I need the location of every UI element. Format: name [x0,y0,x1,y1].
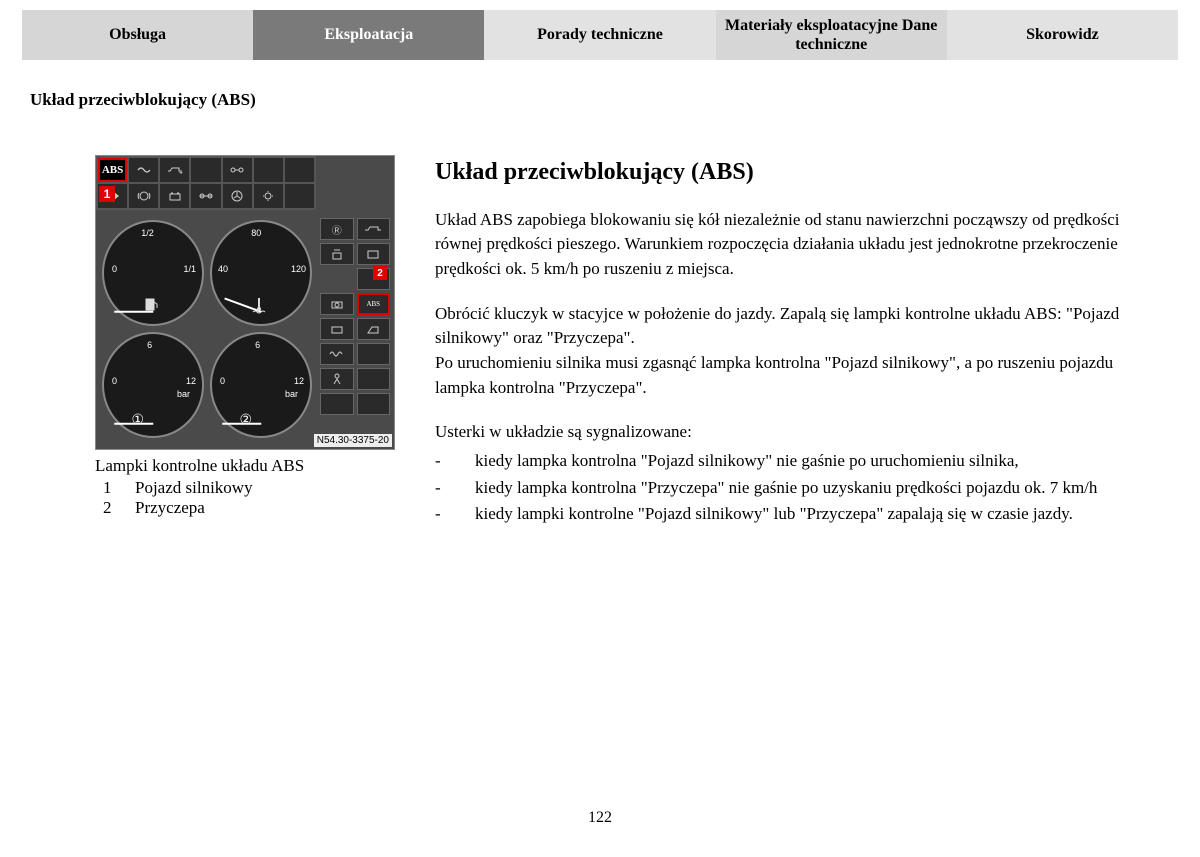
legend-item: 1 Pojazd silnikowy [95,478,395,498]
heater-coil-icon [320,343,354,365]
gauge-tick: 120 [291,264,306,274]
indicator-icon [357,343,391,365]
indicator-strip: ABS [96,156,316,210]
indicator-icon [191,158,220,182]
cab-tilt-icon [357,318,391,340]
indicator-icon [357,368,391,390]
battery-side-icon [320,318,354,340]
article-heading: Układ przeciwblokujący (ABS) [435,155,1150,190]
bullet-dash-icon: - [435,449,475,474]
gauge-unit: bar [177,389,190,399]
gauge-tick: 12 [186,376,196,386]
figure-legend: 1 Pojazd silnikowy 2 Przyczepa [95,478,395,518]
gauge-tick: 1/1 [183,264,196,274]
fault-text: kiedy lampki kontrolne "Pojazd silnikowy… [475,502,1073,527]
gauge-needle [114,423,153,425]
diff-lock-icon [223,158,252,182]
fuel-gauge: 0 1/2 1/1 [102,220,204,326]
seatbelt-icon [320,368,354,390]
camera-icon [320,293,354,315]
legend-num: 1 [95,478,135,498]
tab-materialy[interactable]: Materiały eksploatacyjne Dane techniczne [716,10,947,60]
battery-icon [160,184,189,208]
callout-2-cell: 2 [357,268,391,290]
tab-porady[interactable]: Porady techniczne [484,10,715,60]
figure-column: ABS 1 0 1/2 [95,155,395,529]
fault-item: -kiedy lampka kontrolna "Pojazd silnikow… [435,449,1150,474]
air-filter-icon [357,243,391,265]
dashboard-figure: ABS 1 0 1/2 [95,155,395,450]
gauge-tick: 0 [220,376,225,386]
callout-marker-2: 2 [373,266,387,280]
tab-eksploatacja[interactable]: Eksploatacja [253,10,484,60]
fault-text: kiedy lampka kontrolna "Przyczepa" nie g… [475,476,1097,501]
light-icon [254,184,283,208]
figure-caption: Lampki kontrolne układu ABS [95,456,395,476]
gauge-cluster: 0 1/2 1/1 40 80 120 0 6 [96,214,318,444]
gauge-tick: 6 [147,340,152,350]
pressure-gauge-1: 0 6 12 bar ① [102,332,204,438]
breadcrumb: Układ przeciwblokujący (ABS) [30,90,1200,110]
gauge-unit: bar [285,389,298,399]
fault-item: -kiedy lampka kontrolna "Przyczepa" nie … [435,476,1150,501]
side-indicator-panel: Ⓡ 2 ABS [320,218,390,415]
bullet-dash-icon: - [435,476,475,501]
gauge-tick: 80 [251,228,261,238]
axle-icon [191,184,220,208]
gauge-tick: 0 [112,376,117,386]
fan-icon [223,184,252,208]
oil-level-icon [357,218,391,240]
article-paragraph: Obrócić kluczyk w stacyjce w położenie d… [435,302,1150,401]
fuel-pump-icon [143,296,159,312]
coolant-temp-icon [251,296,267,314]
indicator-icon [357,393,391,415]
legend-item: 2 Przyczepa [95,498,395,518]
speed-gauge: 40 80 120 [210,220,312,326]
article-body: Układ przeciwblokujący (ABS) Układ ABS z… [435,155,1150,529]
fault-text: kiedy lampka kontrolna "Pojazd silnikowy… [475,449,1019,474]
tab-skorowidz[interactable]: Skorowidz [947,10,1178,60]
article-paragraph: Układ ABS zapobiega blokowaniu się kół n… [435,208,1150,282]
gauge-tick: 12 [294,376,304,386]
gauge-tick: 1/2 [141,228,154,238]
parking-icon: Ⓡ [320,218,354,240]
legend-num: 2 [95,498,135,518]
indicator-icon [285,184,314,208]
legend-text: Przyczepa [135,498,205,518]
pressure-gauge-2: 0 6 12 bar ② [210,332,312,438]
faults-list: -kiedy lampka kontrolna "Pojazd silnikow… [435,449,1150,527]
tab-strip: Obsługa Eksploatacja Porady techniczne M… [22,10,1178,60]
washer-fluid-icon [320,243,354,265]
gauge-tick: 40 [218,264,228,274]
page-number: 122 [0,809,1200,827]
indicator-icon [254,158,283,182]
faults-intro: Usterki w układzie są sygnalizowane: [435,420,1150,445]
indicator-icon [320,393,354,415]
indicator-icon [285,158,314,182]
gauge-tick: 0 [112,264,117,274]
callout-marker-1: 1 [99,186,115,202]
bullet-dash-icon: - [435,502,475,527]
abs-indicator-icon: ABS [98,158,127,182]
brake-warning-icon [129,184,158,208]
fault-item: -kiedy lampki kontrolne "Pojazd silnikow… [435,502,1150,527]
gauge-tick: 6 [255,340,260,350]
tab-obsluga[interactable]: Obsługa [22,10,253,60]
gauge-circle-2-icon: ② [239,411,252,428]
gauge-circle-1-icon: ① [131,411,144,428]
gauge-needle [222,423,261,425]
figure-code: N54.30-3375-20 [314,434,392,447]
glow-plug-icon [129,158,158,182]
page-content: ABS 1 0 1/2 [95,155,1150,529]
abs-trailer-indicator-icon: ABS [357,293,391,315]
oil-icon [160,158,189,182]
legend-text: Pojazd silnikowy [135,478,253,498]
